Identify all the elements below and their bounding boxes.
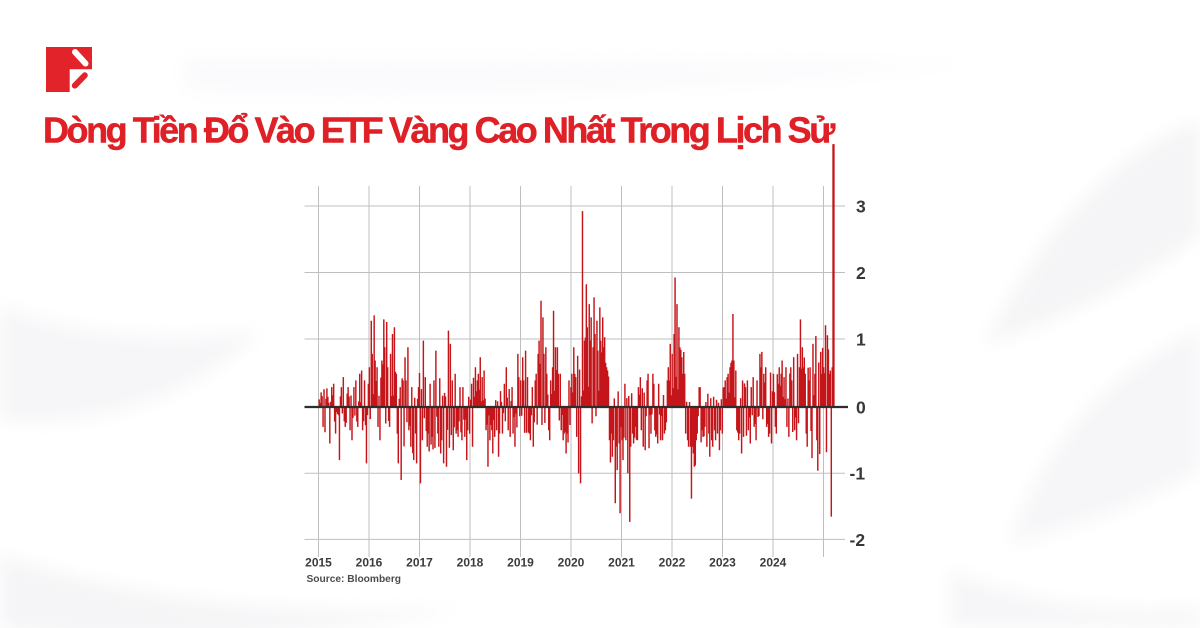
svg-text:2020: 2020 bbox=[558, 556, 585, 570]
svg-text:2016: 2016 bbox=[356, 556, 383, 570]
svg-text:0: 0 bbox=[856, 398, 866, 418]
svg-text:1: 1 bbox=[856, 330, 866, 350]
svg-text:2024: 2024 bbox=[760, 556, 787, 570]
svg-text:2023: 2023 bbox=[709, 556, 736, 570]
svg-text:2017: 2017 bbox=[406, 556, 433, 570]
svg-text:-2: -2 bbox=[850, 530, 866, 550]
svg-text:2015: 2015 bbox=[305, 556, 332, 570]
svg-text:2018: 2018 bbox=[457, 556, 484, 570]
svg-text:2019: 2019 bbox=[507, 556, 534, 570]
svg-text:3: 3 bbox=[856, 197, 866, 217]
svg-text:2: 2 bbox=[856, 263, 866, 283]
svg-text:-1: -1 bbox=[850, 464, 866, 484]
svg-text:Source: Bloomberg: Source: Bloomberg bbox=[307, 574, 402, 585]
svg-text:2021: 2021 bbox=[608, 556, 635, 570]
svg-text:Dòng Tiền Đổ Vào ETF Vàng Cao: Dòng Tiền Đổ Vào ETF Vàng Cao Nhất Trong… bbox=[43, 110, 836, 151]
svg-text:2022: 2022 bbox=[659, 556, 686, 570]
